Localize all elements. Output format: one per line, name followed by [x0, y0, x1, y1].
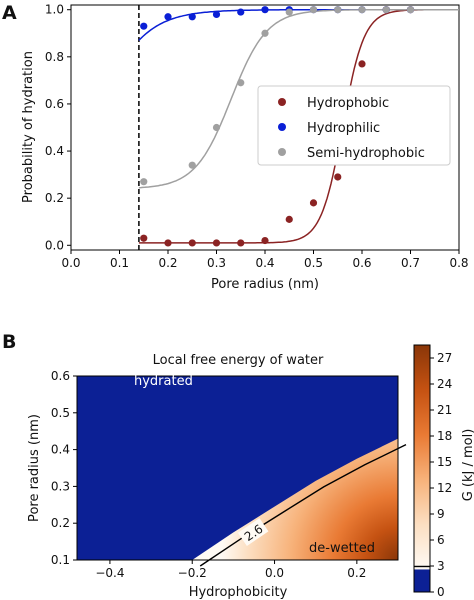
data-point [140, 178, 148, 186]
data-point [237, 8, 245, 16]
y-tick-label: 0.2 [45, 191, 64, 205]
x-tick-label: −0.4 [95, 566, 124, 580]
legend-label: Semi-hydrophobic [307, 146, 425, 161]
panel-a-xlabel: Pore radius (nm) [211, 277, 319, 292]
y-tick-label: 1.0 [45, 3, 64, 17]
legend-marker [278, 148, 286, 156]
legend-label: Hydrophilic [307, 121, 380, 136]
data-point [261, 29, 269, 37]
data-point [261, 6, 269, 14]
x-tick-label: 0.2 [158, 256, 177, 270]
colorbar-tick-label: 21 [437, 403, 452, 417]
legend-label: Hydrophobic [307, 96, 389, 111]
x-tick-label: 0.8 [449, 256, 468, 270]
x-tick-label: 0.1 [110, 256, 129, 270]
panel-b-title: Local free energy of water [153, 353, 324, 368]
fit-curve [138, 8, 459, 189]
y-tick-label: 0.0 [45, 238, 64, 252]
data-point [358, 60, 366, 68]
x-tick-label: 0.4 [255, 256, 274, 270]
data-point [309, 6, 318, 14]
panel-b-letter: B [2, 331, 16, 353]
panel-a-legend: Hydrophobic Hydrophilic Semi-hydrophobic [257, 85, 451, 166]
legend-marker [278, 98, 286, 106]
panel-b-ylabel: Pore radius (nm) [27, 414, 42, 522]
data-point [164, 239, 172, 247]
hydrated-region-label: hydrated [134, 374, 193, 389]
colorbar-label: G (kJ / mol) [461, 429, 474, 502]
contour-line [199, 443, 407, 567]
legend-box [257, 85, 451, 166]
data-point [164, 13, 172, 21]
data-point [140, 22, 148, 30]
colorbar-tick-label: 12 [437, 481, 452, 495]
data-point [212, 10, 221, 19]
data-point [406, 6, 415, 14]
dewetted-region-label: de-wetted [309, 541, 375, 556]
data-point [261, 236, 269, 245]
data-point [382, 6, 390, 14]
y-tick-label: 0.6 [45, 97, 64, 111]
y-tick-label: 0.1 [51, 553, 70, 567]
y-tick-label: 0.8 [45, 50, 64, 64]
colorbar-tick-label: 3 [437, 559, 445, 573]
data-point [334, 173, 342, 181]
data-point [237, 79, 245, 87]
data-point [334, 6, 342, 14]
colorbar-tick-label: 0 [437, 585, 445, 599]
y-tick-label: 0.5 [51, 406, 70, 420]
data-point [212, 123, 221, 132]
colorbar-frame [413, 344, 431, 593]
colorbar: 0 3 6 9 12 15 18 21 24 27 [413, 344, 452, 599]
colorbar-hydrated-band [414, 569, 430, 592]
contour-label-bg [237, 518, 269, 546]
data-point [188, 13, 196, 21]
data-point [212, 239, 221, 247]
panel-b-frame [76, 375, 399, 561]
x-tick-label: 0.0 [61, 256, 80, 270]
x-tick-label: 0.7 [401, 256, 420, 270]
data-point [237, 239, 245, 247]
y-tick-label: 0.2 [51, 516, 70, 530]
data-point [188, 239, 196, 247]
colorbar-scale [414, 345, 430, 570]
x-tick-label: 0.5 [304, 256, 323, 270]
legend-marker [278, 123, 286, 131]
free-energy-map: Local free energy of water 2.6 −0.4 −0.2 0… [27, 344, 474, 600]
data-point [140, 234, 148, 242]
y-tick-label: 0.6 [51, 369, 70, 383]
panel-b-xlabel: Hydrophobicity [189, 585, 288, 600]
colorbar-tick-label: 6 [437, 533, 445, 547]
data-point [309, 199, 318, 207]
panel-a-ylabel: Probability of hydration [21, 51, 36, 203]
colorbar-tick-label: 15 [437, 455, 452, 469]
y-tick-label: 0.3 [51, 479, 70, 493]
panel-a-letter: A [2, 2, 17, 24]
y-tick-label: 0.4 [51, 443, 70, 457]
y-tick-label: 0.4 [45, 144, 64, 158]
x-tick-label: 0.0 [265, 566, 284, 580]
colorbar-tick-label: 9 [437, 507, 445, 521]
data-point [188, 161, 196, 169]
colorbar-tick-label: 24 [437, 377, 452, 391]
hydration-probability-chart: 0.0 0.1 0.2 0.3 0.4 0.5 0.6 0.7 0.8 0.0 0.2 0.4 0.6 0… [21, 3, 469, 292]
colorbar-tick-label: 27 [437, 351, 452, 365]
x-tick-label: −0.2 [178, 566, 207, 580]
data-point [285, 215, 293, 223]
x-tick-label: 0.2 [347, 566, 366, 580]
data-point [285, 8, 293, 16]
colorbar-tick-label: 18 [437, 429, 452, 443]
x-tick-label: 0.3 [207, 256, 226, 270]
x-tick-label: 0.6 [352, 256, 371, 270]
data-point [358, 6, 366, 14]
